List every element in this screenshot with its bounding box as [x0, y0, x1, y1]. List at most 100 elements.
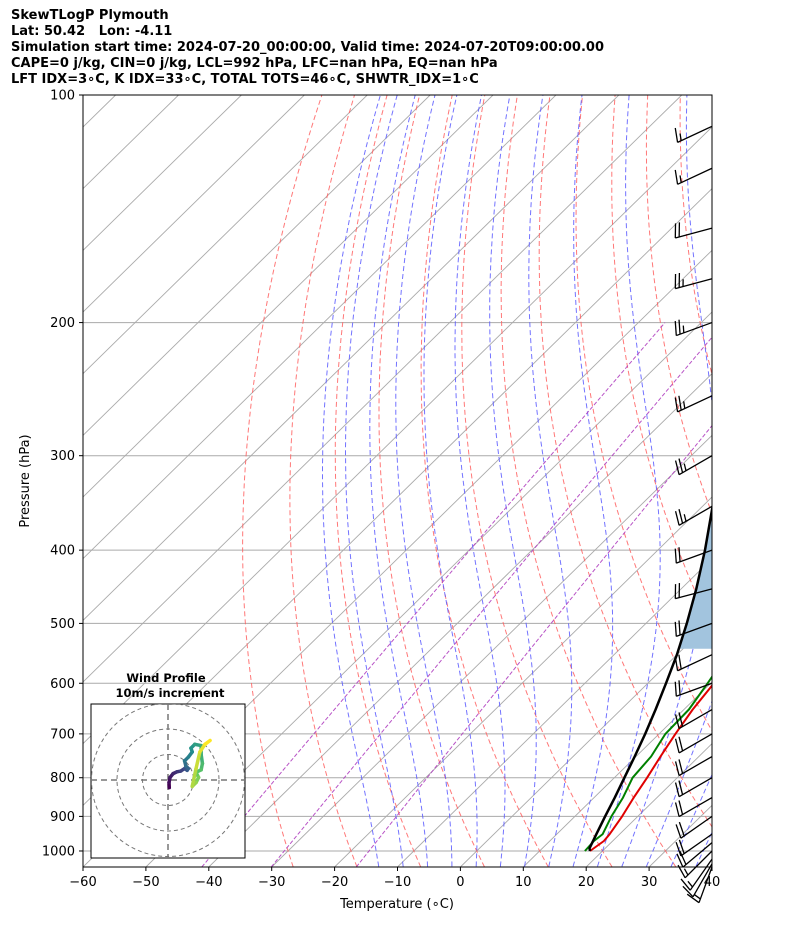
- x-tick-label: 10: [515, 875, 532, 890]
- wind-barb: [674, 319, 713, 337]
- moist-adiabat-line: [721, 95, 794, 866]
- hodograph-segment: [203, 738, 212, 747]
- wind-barb: [686, 866, 713, 904]
- wind-barb: [674, 222, 713, 239]
- dry-adiabat-line: [575, 95, 712, 732]
- isotherm-line: [208, 373, 712, 867]
- wind-barb: [674, 755, 713, 777]
- x-axis: −60 −50 −40 −30 −20 −10 0 10 20 30 40: [69, 867, 720, 890]
- wind-barb: [677, 850, 713, 879]
- isotherm-line: [711, 866, 712, 867]
- temperature-profile-line: [589, 684, 712, 852]
- hodograph-subtitle: 10m/s increment: [116, 686, 225, 700]
- dry-adiabat-line: [645, 95, 712, 515]
- y-tick-label: 500: [50, 617, 75, 632]
- isotherm-line: [83, 95, 683, 683]
- moist-adiabat-line: [621, 95, 712, 867]
- y-tick-label: 900: [50, 810, 75, 825]
- x-tick-label: 0: [456, 875, 464, 890]
- x-tick-label: −40: [195, 875, 222, 890]
- dry-adiabat-line: [778, 95, 794, 867]
- dry-adiabat-line: [713, 95, 794, 867]
- isotherm-line: [83, 95, 494, 498]
- instability-parameters: CAPE=0 j/kg, CIN=0 j/kg, LCL=992 hPa, LF…: [11, 56, 498, 71]
- dry-adiabat-line: [242, 95, 323, 867]
- wind-barb: [674, 777, 713, 798]
- moist-adiabat-line: [345, 95, 404, 867]
- moist-adiabat-line: [395, 95, 453, 867]
- wind-barb: [674, 620, 713, 638]
- moist-adiabat-line: [597, 95, 661, 867]
- hodograph-inset: Wind Profile 10m/s increment: [90, 671, 246, 859]
- wind-barb: [674, 708, 713, 730]
- y-axis-label: Pressure (hPa): [18, 434, 33, 527]
- wind-barb: [674, 654, 713, 672]
- dry-adiabat-line: [611, 95, 712, 630]
- isotherm-line: [83, 95, 305, 313]
- isotherm-line: [83, 95, 368, 375]
- y-tick-label: 800: [50, 771, 75, 786]
- x-tick-label: −50: [132, 875, 159, 890]
- wind-barb: [680, 858, 713, 891]
- isotherm-line: [397, 558, 712, 867]
- x-axis-label: Temperature (∘C): [339, 897, 454, 912]
- moist-adiabat-line: [322, 95, 381, 867]
- simulation-times: Simulation start time: 2024-07-20_00:00:…: [11, 40, 604, 55]
- dewpoint-profile-line: [584, 675, 712, 852]
- x-tick-label: 20: [578, 875, 595, 890]
- wind-barb: [674, 680, 713, 697]
- station-coords: Lat: 50.42 Lon: -4.11: [11, 24, 173, 39]
- moist-adiabat-line: [646, 699, 712, 867]
- x-tick-label: −30: [258, 875, 285, 890]
- parcel-path-line: [588, 501, 712, 852]
- cin-shading: [678, 509, 712, 649]
- x-tick-label: 40: [704, 875, 721, 890]
- moist-adiabat-line: [572, 95, 614, 867]
- wind-barb: [674, 505, 713, 526]
- stability-indices: LFT IDX=3∘C, K IDX=33∘C, TOTAL TOTS=46∘C…: [11, 72, 479, 87]
- wind-barb: [674, 395, 713, 413]
- isotherm-line: [334, 496, 712, 867]
- moist-adiabat-line: [670, 773, 712, 867]
- isotherm-line: [83, 95, 620, 621]
- wind-barb: [674, 455, 713, 476]
- station-title: SkewTLogP Plymouth: [11, 8, 169, 23]
- wind-barb: [675, 815, 713, 839]
- y-tick-label: 600: [50, 677, 75, 692]
- wind-barb: [674, 125, 713, 143]
- isotherm-line: [460, 619, 712, 867]
- isotherm-line: [83, 126, 712, 745]
- wind-barb: [674, 583, 713, 600]
- wind-barb: [674, 272, 713, 290]
- mixing-ratio-line: [201, 322, 666, 867]
- isotherm-line: [522, 681, 712, 867]
- wind-barbs: [674, 125, 713, 904]
- x-tick-label: 30: [641, 875, 658, 890]
- y-tick-label: 300: [50, 449, 75, 464]
- y-tick-label: 200: [50, 316, 75, 331]
- moist-adiabat-line: [423, 95, 478, 867]
- dry-adiabat-line: [289, 95, 358, 867]
- wind-barb: [674, 547, 713, 564]
- wind-barb: [682, 863, 713, 898]
- hodograph-segment: [194, 750, 202, 771]
- y-tick-label: 700: [50, 727, 75, 742]
- hodograph-segment: [190, 766, 198, 789]
- wind-barb: [674, 797, 713, 818]
- isotherm-line: [83, 95, 431, 436]
- isotherm-line: [271, 434, 712, 867]
- x-tick-label: −20: [321, 875, 348, 890]
- y-tick-label: 1000: [42, 844, 75, 859]
- wind-barb: [676, 842, 713, 868]
- dry-adiabat-line: [461, 95, 613, 867]
- sounding-profiles: [584, 501, 712, 852]
- background-lines: [83, 95, 794, 867]
- moist-adiabat-line: [369, 95, 429, 867]
- x-tick-label: −10: [384, 875, 411, 890]
- mixing-ratio-line: [270, 336, 712, 867]
- wind-barb: [674, 167, 713, 185]
- dry-adiabat-line: [538, 95, 712, 828]
- hodograph-title: Wind Profile: [126, 671, 206, 685]
- isotherm-line: [775, 95, 794, 867]
